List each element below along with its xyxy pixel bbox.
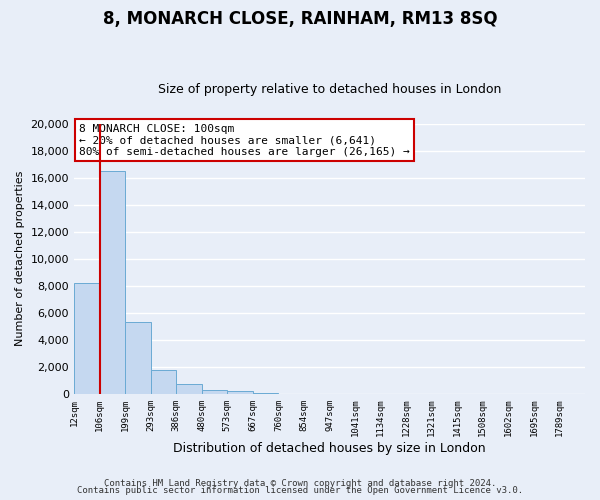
Title: Size of property relative to detached houses in London: Size of property relative to detached ho… bbox=[158, 83, 501, 96]
Text: Contains HM Land Registry data © Crown copyright and database right 2024.: Contains HM Land Registry data © Crown c… bbox=[104, 478, 496, 488]
Bar bbox=[125, 322, 151, 394]
Bar bbox=[151, 370, 176, 394]
Text: 8 MONARCH CLOSE: 100sqm
← 20% of detached houses are smaller (6,641)
80% of semi: 8 MONARCH CLOSE: 100sqm ← 20% of detache… bbox=[79, 124, 410, 157]
Bar bbox=[74, 283, 100, 394]
Bar bbox=[253, 392, 278, 394]
Bar bbox=[100, 171, 125, 394]
Text: 8, MONARCH CLOSE, RAINHAM, RM13 8SQ: 8, MONARCH CLOSE, RAINHAM, RM13 8SQ bbox=[103, 10, 497, 28]
Y-axis label: Number of detached properties: Number of detached properties bbox=[15, 171, 25, 346]
Text: Contains public sector information licensed under the Open Government Licence v3: Contains public sector information licen… bbox=[77, 486, 523, 495]
Bar bbox=[176, 384, 202, 394]
Bar bbox=[227, 392, 253, 394]
Bar bbox=[202, 390, 227, 394]
X-axis label: Distribution of detached houses by size in London: Distribution of detached houses by size … bbox=[173, 442, 486, 455]
